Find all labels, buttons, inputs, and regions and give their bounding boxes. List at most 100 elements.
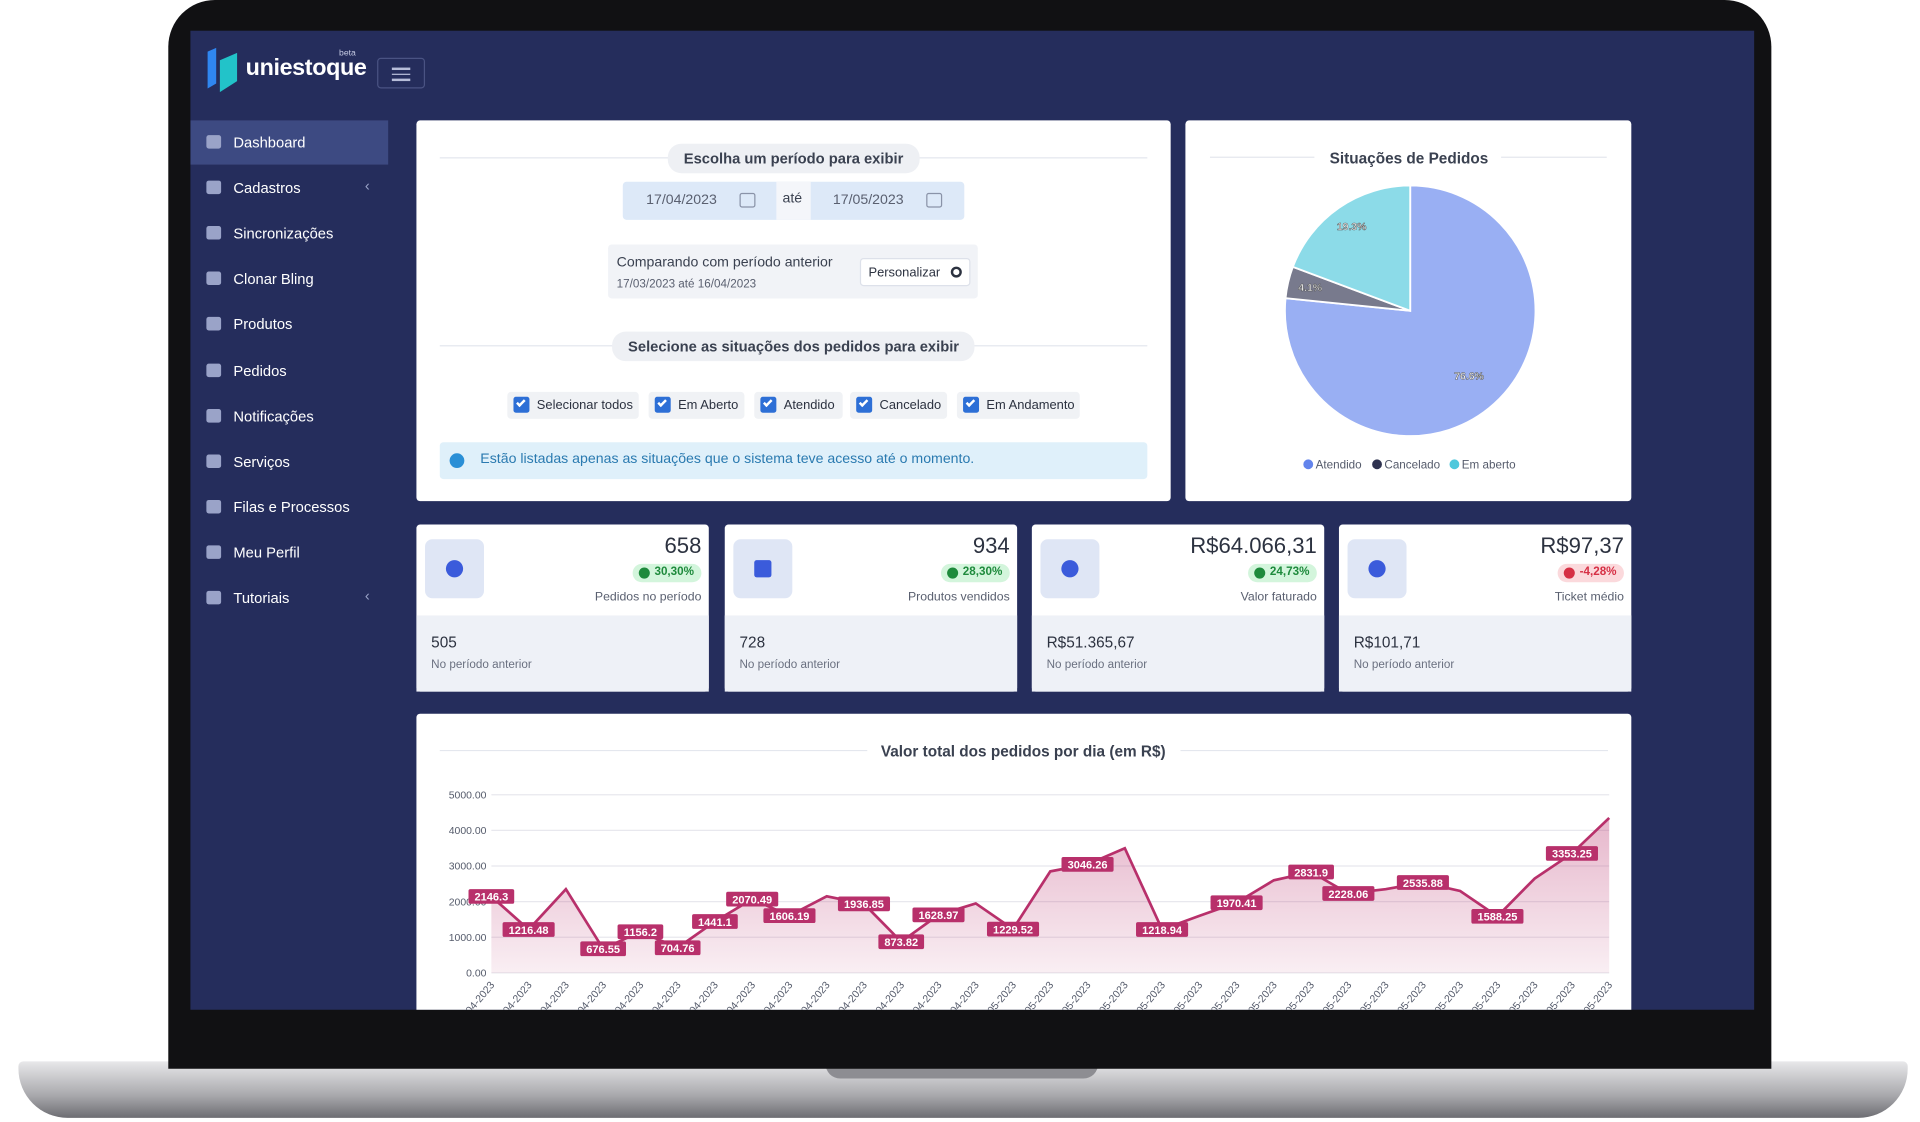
sidebar-item[interactable]: Serviços <box>190 439 388 483</box>
data-label-box <box>1210 895 1263 911</box>
x-tick-label: 18-04-2023 <box>492 980 535 1010</box>
data-label: 2831.9 <box>1294 867 1328 879</box>
calendar-icon[interactable] <box>926 192 943 208</box>
data-label-box <box>1061 857 1114 872</box>
kpi-previous-label: No período anterior <box>1353 658 1455 672</box>
sidebar-label: Sincronizações <box>233 225 334 243</box>
status-option[interactable]: Em Andamento <box>956 391 1080 419</box>
sidebar-item[interactable]: Cadastros ‹ <box>190 166 388 210</box>
menu-line <box>391 67 411 70</box>
x-tick-label: 30-04-2023 <box>939 980 982 1010</box>
sidebar-icon <box>206 362 222 377</box>
sidebar-item[interactable]: Filas e Processos <box>190 485 388 529</box>
sidebar-item[interactable]: Clonar Bling <box>190 257 388 301</box>
info-text: Estão listadas apenas as situações que o… <box>480 452 975 467</box>
pie-slice <box>1291 184 1412 313</box>
status-heading: Selecione as situações dos pedidos para … <box>612 331 976 362</box>
menu-toggle[interactable] <box>377 57 426 89</box>
kpi-icon <box>445 560 464 578</box>
data-label: 1229.52 <box>993 924 1033 936</box>
sidebar-item[interactable]: Dashboard <box>190 120 389 165</box>
x-tick-label: 20-04-2023 <box>566 980 609 1010</box>
data-label: 676.55 <box>586 944 620 956</box>
slice-label: 19.3% <box>1337 222 1367 233</box>
sidebar-item[interactable]: Notificações <box>190 394 388 438</box>
area <box>491 817 1610 973</box>
y-tick-label: 3000.00 <box>449 862 487 873</box>
sidebar-label: Cadastros <box>233 179 301 197</box>
logo-bar <box>219 52 238 93</box>
kpi-icon <box>1368 560 1386 578</box>
brand-name: uniestoque <box>245 55 367 82</box>
menu-line <box>391 73 411 75</box>
x-tick-label: 10-05-2023 <box>1312 980 1355 1010</box>
date-separator-box <box>776 181 811 220</box>
kpi-change: 30,30% <box>632 563 702 583</box>
data-label: 1970.41 <box>1217 898 1257 910</box>
legend-label: Cancelado <box>1384 459 1440 472</box>
sidebar-icon <box>206 271 222 286</box>
checkbox[interactable] <box>963 396 980 413</box>
status-option[interactable]: Cancelado <box>850 391 948 419</box>
info-icon <box>449 453 465 469</box>
menu-line <box>391 78 411 81</box>
checkbox[interactable] <box>513 396 530 413</box>
screen: uniestoque beta Dashboard Cadastros ‹ Sincron… <box>190 30 1755 1010</box>
data-label-box <box>1545 846 1598 861</box>
calendar-icon[interactable] <box>739 192 756 208</box>
sidebar-item[interactable]: Sincronizações <box>190 212 388 256</box>
app: uniestoque beta Dashboard Cadastros ‹ Sincron… <box>190 31 1754 1010</box>
checkbox[interactable] <box>654 396 671 413</box>
line-chart: Valor total dos pedidos por dia (em R$) 0… <box>439 744 1615 1010</box>
sidebar-caret: ‹ <box>364 587 370 605</box>
status-option[interactable]: Selecionar todos <box>507 391 639 419</box>
sidebar-caret: ‹ <box>364 177 370 195</box>
logo-bar <box>207 47 217 89</box>
sidebar-item[interactable]: Meu Perfil <box>190 531 388 575</box>
sidebar-icon <box>206 135 222 149</box>
kpi-previous-box: 505 No período anterior <box>416 615 709 692</box>
kpi-value: 658 <box>664 533 702 558</box>
status-label: Em Aberto <box>678 398 739 413</box>
chart-title: Valor total dos pedidos por dia (em R$) <box>881 744 1166 761</box>
x-tick-label: 02-05-2023 <box>1014 980 1057 1010</box>
status-option[interactable]: Atendido <box>754 391 843 419</box>
x-tick-label: 08-05-2023 <box>1237 980 1280 1010</box>
data-label: 1606.19 <box>769 911 809 923</box>
period-heading: Escolha um período para exibir <box>667 143 920 174</box>
x-tick-label: 26-04-2023 <box>790 980 833 1010</box>
kpi-change-icon <box>1253 567 1265 579</box>
date-separator: até <box>782 191 803 207</box>
data-label-box <box>726 891 779 907</box>
customize-label: Personalizar <box>868 265 941 281</box>
x-tick-label: 13-05-2023 <box>1423 980 1466 1010</box>
customize-button[interactable]: Personalizar <box>859 257 971 287</box>
status-option[interactable]: Em Aberto <box>648 391 745 419</box>
kpi-card: 934 28,30% Produtos vendidos 728 No período … <box>724 524 1018 692</box>
sidebar-item[interactable]: Produtos <box>190 303 388 347</box>
data-label: 1218.94 <box>1142 925 1183 937</box>
kpi-previous-label: No período anterior <box>431 658 532 672</box>
x-tick-label: 07-05-2023 <box>1200 980 1243 1010</box>
data-label-box <box>1136 922 1189 937</box>
sidebar-label: Produtos <box>233 316 293 334</box>
sidebar-item[interactable]: Tutoriais ‹ <box>190 576 388 620</box>
sidebar-label: Serviços <box>233 452 290 471</box>
kpi-change: 28,30% <box>940 563 1010 583</box>
x-tick-label: 09-05-2023 <box>1274 980 1317 1010</box>
data-label: 873.82 <box>884 937 918 949</box>
checkbox[interactable] <box>760 396 777 413</box>
y-tick-label: 1000.00 <box>449 933 487 944</box>
date-start[interactable]: 17/04/2023 <box>646 192 717 208</box>
kpi-value: R$97,37 <box>1540 533 1624 558</box>
data-label: 2146.3 <box>474 892 508 904</box>
sidebar-item[interactable]: Pedidos <box>190 348 388 392</box>
checkbox[interactable] <box>856 396 873 413</box>
compare-box: Comparando com período anterior 17/03/202… <box>608 244 978 299</box>
data-label: 1441.1 <box>698 917 732 929</box>
x-tick-label: 27-04-2023 <box>827 980 870 1010</box>
y-tick-label: 0.00 <box>466 969 487 980</box>
sidebar-icon <box>206 545 222 559</box>
date-end[interactable]: 17/05/2023 <box>832 192 904 208</box>
